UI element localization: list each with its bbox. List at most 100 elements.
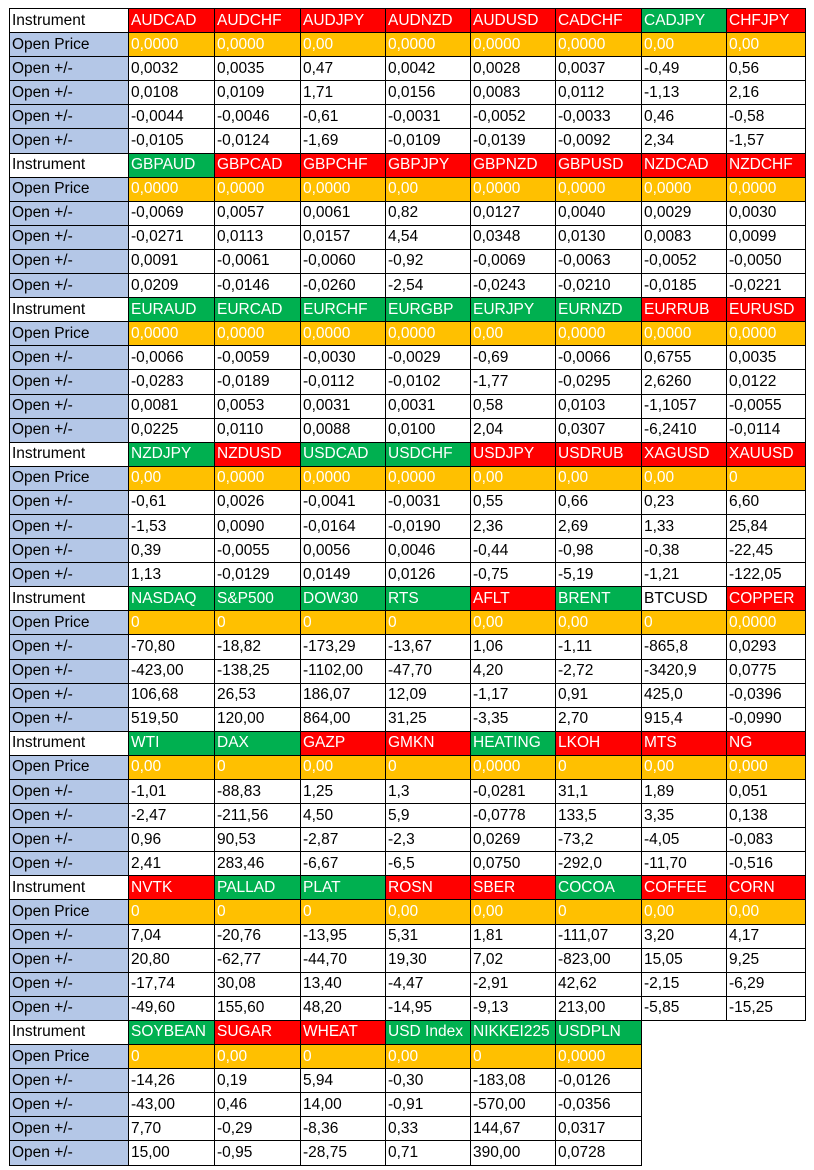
instrument-cell[interactable]: NVTK [128,875,215,901]
open-change-cell[interactable]: 0,0028 [470,56,556,82]
open-change-cell[interactable]: -6,5 [385,851,471,877]
open-change-cell[interactable]: -2,3 [385,827,471,853]
instrument-cell[interactable]: COCOA [555,875,642,901]
open-change-cell[interactable]: 0,0057 [214,200,301,226]
open-change-cell[interactable]: 1,13 [128,562,215,588]
open-change-cell[interactable]: -44,70 [300,947,386,973]
open-change-cell[interactable]: -0,29 [214,1116,301,1142]
open-change-cell[interactable]: -3420,9 [641,658,727,684]
open-change-cell[interactable]: -13,95 [300,923,386,949]
open-change-label[interactable]: Open +/- [9,1140,129,1166]
instrument-cell[interactable]: EURUSD [726,297,806,323]
open-change-cell[interactable]: 0,66 [555,489,642,515]
open-price-cell[interactable]: 0,00 [300,32,386,58]
instrument-cell[interactable]: AUDJPY [300,7,386,34]
open-change-cell[interactable]: -1,69 [300,128,386,154]
open-change-cell[interactable]: -823,00 [555,947,642,973]
open-change-cell[interactable]: -122,05 [726,562,806,588]
open-change-cell[interactable]: 1,89 [641,778,727,805]
open-change-cell[interactable]: -0,30 [385,1068,471,1094]
open-change-cell[interactable]: 0,0750 [470,851,556,877]
instrument-cell[interactable]: NZDJPY [128,441,215,467]
open-change-label[interactable]: Open +/- [9,634,129,660]
open-change-cell[interactable]: 0,0293 [726,634,806,660]
instrument-cell[interactable]: RTS [385,586,471,612]
open-change-cell[interactable]: -0,0283 [128,369,215,395]
open-change-cell[interactable]: 1,71 [300,80,386,106]
open-change-cell[interactable]: 0,0149 [300,562,386,588]
open-change-cell[interactable]: -14,26 [128,1068,215,1094]
instrument-cell[interactable]: AUDNZD [385,7,471,34]
open-change-cell[interactable]: 4,54 [385,224,471,250]
open-change-cell[interactable]: -0,0066 [128,345,215,371]
open-change-cell[interactable]: -0,0033 [555,104,642,130]
instrument-cell[interactable]: WTI [128,730,215,756]
open-change-cell[interactable]: -43,00 [128,1092,215,1118]
instrument-cell[interactable]: GBPAUD [128,152,215,178]
open-change-cell[interactable]: -0,58 [726,104,806,130]
open-price-cell[interactable]: 0,0000 [214,465,301,491]
open-change-cell[interactable]: -292,0 [555,851,642,877]
instrument-cell[interactable]: NASDAQ [128,586,215,612]
open-price-label[interactable]: Open Price [9,1044,129,1070]
open-change-cell[interactable]: -570,00 [470,1092,556,1118]
open-change-label[interactable]: Open +/- [9,489,129,515]
open-change-cell[interactable]: -0,0124 [214,128,301,154]
open-price-cell[interactable]: 0,00 [385,899,471,925]
open-change-cell[interactable]: -88,83 [214,778,301,805]
open-change-cell[interactable]: 0,0100 [385,417,471,443]
open-change-cell[interactable]: 7,02 [470,947,556,973]
open-change-cell[interactable]: 5,9 [385,803,471,829]
instrument-label[interactable]: Instrument [9,152,129,178]
open-change-label[interactable]: Open +/- [9,995,129,1021]
open-change-cell[interactable]: -1,1057 [641,393,727,419]
open-change-cell[interactable]: 0,46 [641,104,727,130]
open-change-cell[interactable]: 12,09 [385,682,471,708]
open-price-cell[interactable]: 0 [128,610,215,636]
instrument-cell[interactable]: COFFEE [641,875,727,901]
open-change-cell[interactable]: 0,0109 [214,80,301,106]
open-price-cell[interactable]: 0,0000 [641,321,727,347]
open-price-cell[interactable]: 0,00 [470,321,556,347]
open-change-cell[interactable]: 15,00 [128,1140,215,1166]
open-price-cell[interactable]: 0,0000 [128,32,215,58]
instrument-cell[interactable]: DAX [214,730,301,756]
instrument-label[interactable]: Instrument [9,7,129,34]
open-change-cell[interactable]: -0,0044 [128,104,215,130]
open-change-cell[interactable]: -0,61 [128,489,215,515]
open-price-cell[interactable]: 0,000 [726,754,806,781]
open-price-cell[interactable]: 0 [555,899,642,925]
open-change-cell[interactable]: -138,25 [214,658,301,684]
open-change-cell[interactable]: 0,0122 [726,369,806,395]
open-change-cell[interactable]: -0,0069 [128,200,215,226]
open-change-cell[interactable]: 283,46 [214,851,301,877]
open-change-cell[interactable]: 0,91 [555,682,642,708]
open-change-cell[interactable]: -18,82 [214,634,301,660]
open-change-cell[interactable]: -0,0055 [726,393,806,419]
open-change-cell[interactable]: 0,33 [385,1116,471,1142]
open-change-cell[interactable]: -0,0109 [385,128,471,154]
open-change-label[interactable]: Open +/- [9,80,129,106]
open-change-label[interactable]: Open +/- [9,778,129,805]
open-change-cell[interactable]: -0,0990 [726,706,806,732]
open-price-cell[interactable]: 0,0000 [726,176,806,202]
open-change-cell[interactable]: 15,05 [641,947,727,973]
open-change-cell[interactable]: 6,60 [726,489,806,515]
open-price-label[interactable]: Open Price [9,465,129,491]
instrument-label[interactable]: Instrument [9,586,129,612]
open-change-cell[interactable]: -0,0063 [555,248,642,275]
open-price-cell[interactable]: 0,0000 [470,754,556,781]
open-change-cell[interactable]: 0,0209 [128,273,215,299]
open-change-cell[interactable]: -0,0356 [555,1092,642,1118]
open-change-label[interactable]: Open +/- [9,562,129,588]
open-change-cell[interactable]: -8,36 [300,1116,386,1142]
open-change-cell[interactable]: -0,0190 [385,513,471,540]
open-change-cell[interactable]: 390,00 [470,1140,556,1166]
open-change-cell[interactable]: -865,8 [641,634,727,660]
open-change-label[interactable]: Open +/- [9,971,129,997]
open-price-cell[interactable]: 0,0000 [470,32,556,58]
open-price-cell[interactable]: 0,00 [641,754,727,781]
instrument-cell[interactable]: EURJPY [470,297,556,323]
instrument-cell[interactable]: AUDUSD [470,7,556,34]
open-change-cell[interactable]: -5,19 [555,562,642,588]
